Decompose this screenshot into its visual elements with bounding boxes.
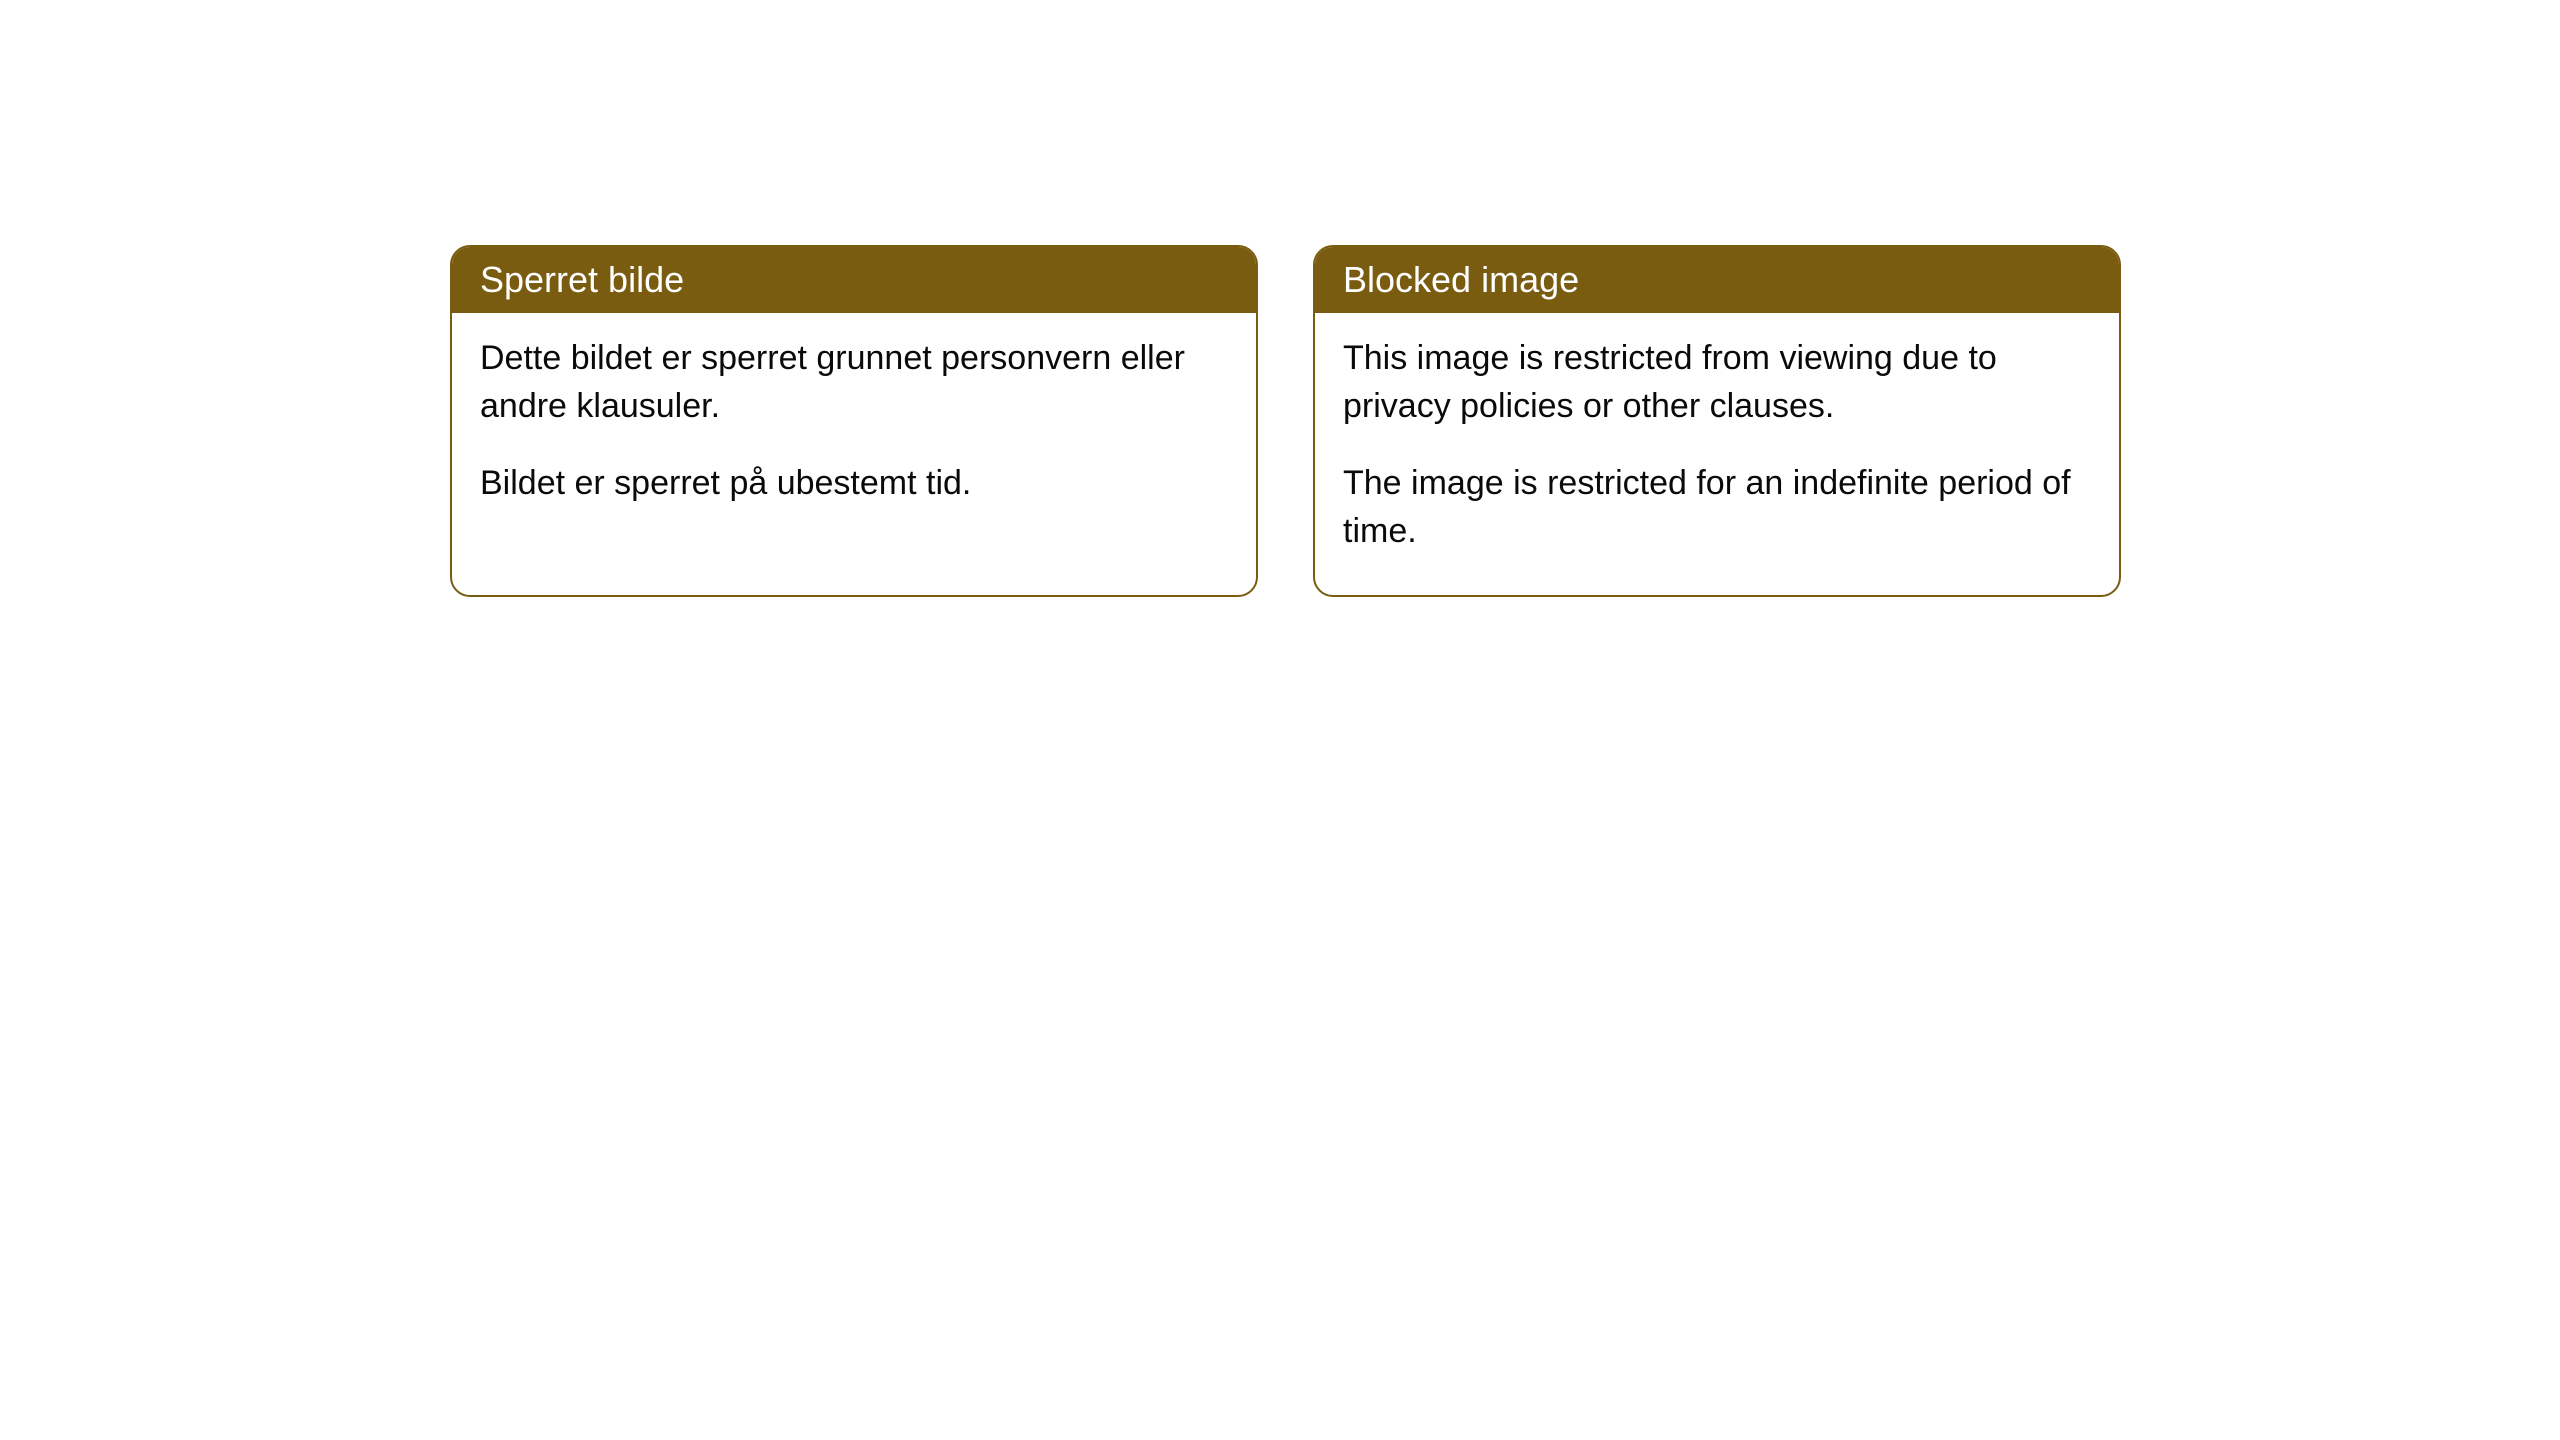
card-paragraph-1-norwegian: Dette bildet er sperret grunnet personve… <box>480 335 1228 430</box>
card-header-norwegian: Sperret bilde <box>452 247 1256 313</box>
card-paragraph-2-norwegian: Bildet er sperret på ubestemt tid. <box>480 460 1228 508</box>
blocked-image-card-english: Blocked image This image is restricted f… <box>1313 245 2121 597</box>
card-paragraph-1-english: This image is restricted from viewing du… <box>1343 335 2091 430</box>
blocked-image-card-norwegian: Sperret bilde Dette bildet er sperret gr… <box>450 245 1258 597</box>
card-title-english: Blocked image <box>1343 259 1579 300</box>
card-body-english: This image is restricted from viewing du… <box>1315 313 2119 595</box>
card-header-english: Blocked image <box>1315 247 2119 313</box>
card-paragraph-2-english: The image is restricted for an indefinit… <box>1343 460 2091 555</box>
card-title-norwegian: Sperret bilde <box>480 259 684 300</box>
cards-container: Sperret bilde Dette bildet er sperret gr… <box>450 245 2560 597</box>
card-body-norwegian: Dette bildet er sperret grunnet personve… <box>452 313 1256 548</box>
